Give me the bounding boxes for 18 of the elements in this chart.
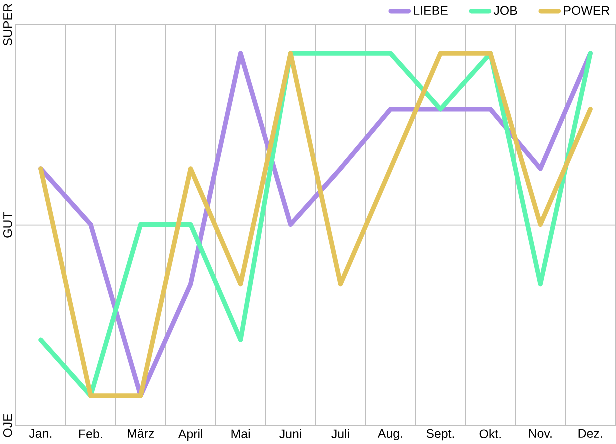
legend-label: JOB (494, 6, 518, 15)
x-tick-label: Mai (232, 429, 250, 438)
x-tick-label: Sept. (426, 429, 454, 440)
x-tick-label: Juni (280, 429, 302, 438)
x-tick-label: Dez. (578, 429, 602, 438)
x-tick-label: Juli (332, 429, 350, 438)
x-tick-label: Okt. (480, 429, 501, 438)
x-tick-label: Nov. (529, 429, 552, 438)
x-tick-label: Jan. (29, 429, 52, 438)
x-tick-label: April (178, 429, 202, 441)
legend-label: LIEBE (414, 6, 448, 15)
text: SUPER (3, 4, 12, 46)
x-tick-label: März (128, 429, 154, 438)
text: OJE (3, 414, 12, 438)
x-tick-label: Feb. (79, 429, 102, 438)
text: GUT (3, 212, 12, 238)
legend-label: POWER (564, 6, 610, 15)
x-tick-label: Aug. (378, 429, 402, 440)
